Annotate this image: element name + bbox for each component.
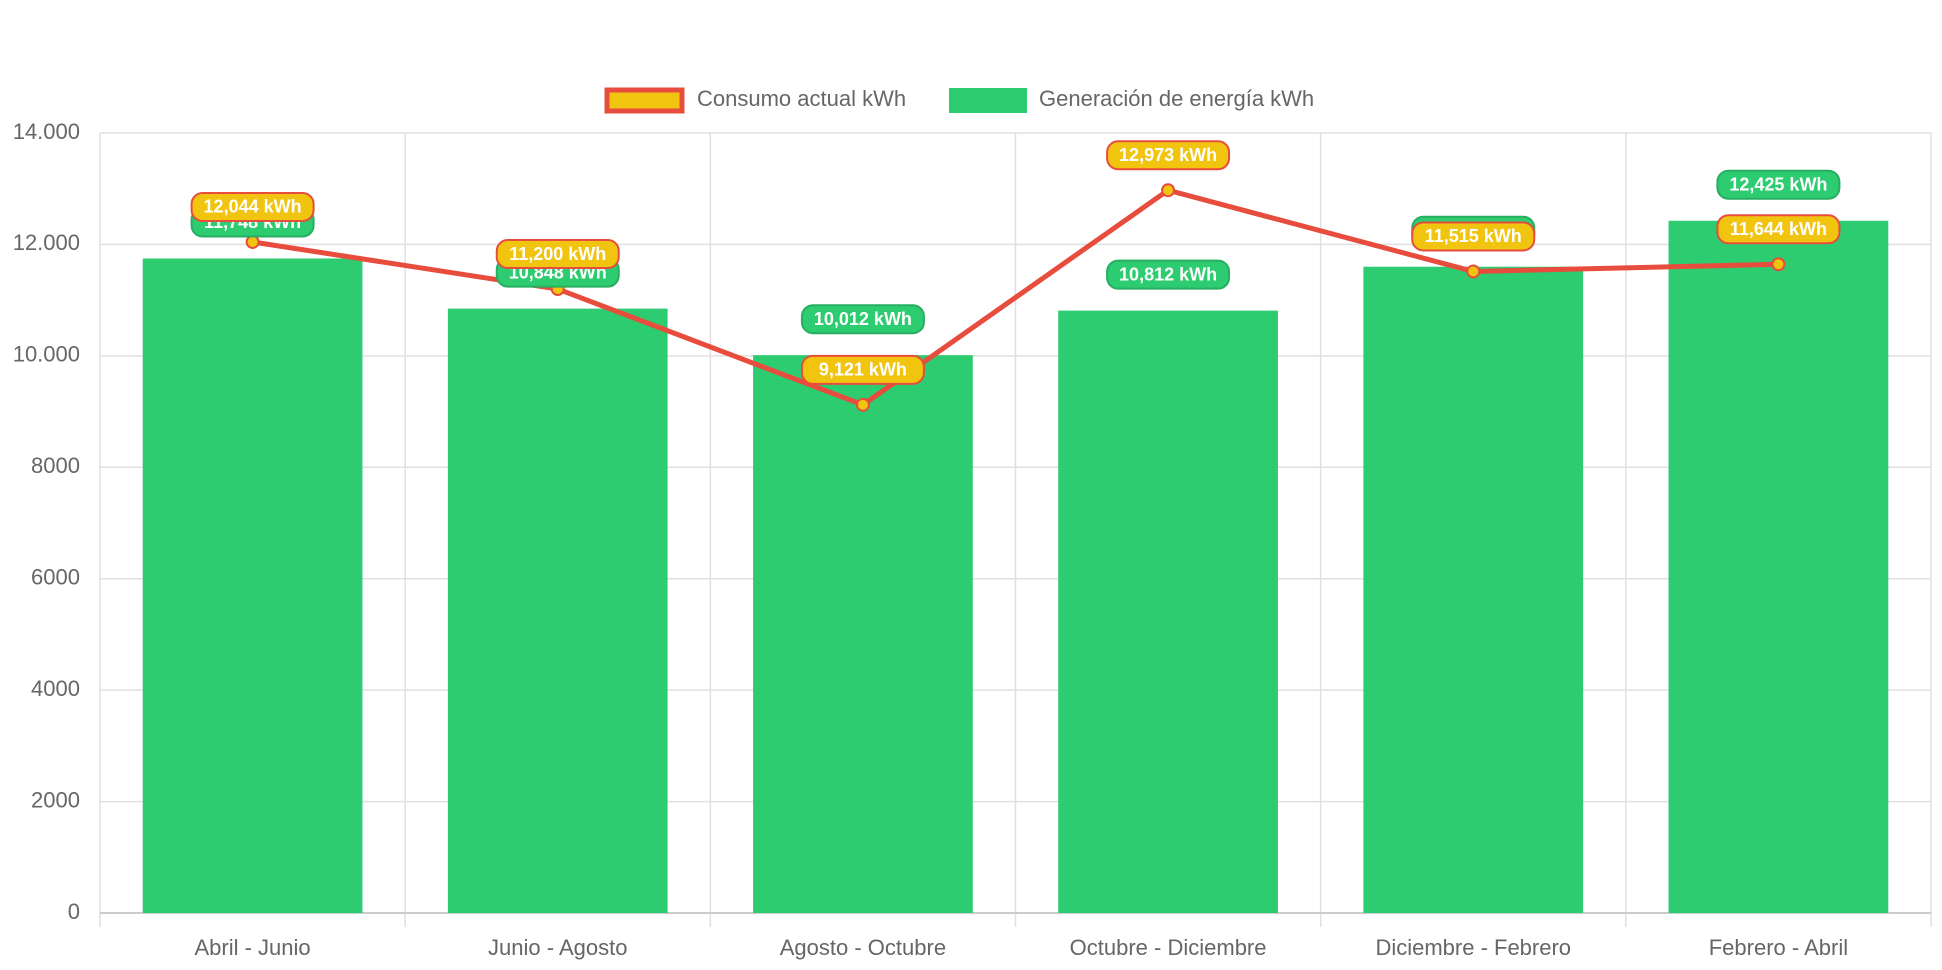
x-tick-label: Agosto - Octubre — [780, 935, 946, 960]
x-tick-label: Junio - Agosto — [488, 935, 627, 960]
legend-label: Consumo actual kWh — [697, 86, 906, 111]
value-label: 12,044 kWh — [204, 197, 302, 217]
line-point — [1466, 264, 1481, 279]
bar — [142, 258, 363, 913]
value-label: 10,812 kWh — [1119, 264, 1217, 284]
value-label-bg — [1106, 140, 1231, 171]
line-point — [1771, 257, 1786, 272]
value-label-bg — [1716, 214, 1841, 245]
y-tick-label: 4000 — [31, 676, 80, 701]
value-label: 11,644 kWh — [1730, 219, 1827, 239]
y-tick-label: 10.000 — [13, 342, 80, 367]
value-label-bg — [800, 304, 925, 335]
line-point — [245, 234, 260, 249]
y-tick-label: 0 — [68, 899, 80, 924]
value-label-bg — [1106, 259, 1231, 290]
legend-label: Generación de energía kWh — [1039, 86, 1314, 111]
value-label: 10,012 kWh — [814, 309, 912, 329]
value-label-bg — [1716, 169, 1841, 200]
legend-swatch — [604, 87, 685, 114]
value-label: 11,200 kWh — [509, 244, 606, 264]
y-tick-label: 2000 — [31, 787, 80, 812]
y-tick-label: 8000 — [31, 453, 80, 478]
line-point — [855, 397, 870, 412]
bar — [753, 355, 973, 913]
value-label: 12,425 kWh — [1729, 175, 1827, 195]
bar — [1058, 310, 1278, 913]
value-label-bg — [1411, 221, 1536, 252]
legend-swatch — [949, 88, 1027, 113]
x-tick-label: Febrero - Abril — [1709, 935, 1848, 960]
value-label: 12,973 kWh — [1119, 145, 1217, 165]
x-tick-label: Octubre - Diciembre — [1070, 935, 1267, 960]
value-label-bg — [800, 354, 925, 385]
value-label-bg — [190, 191, 315, 222]
value-label-bg — [495, 239, 620, 269]
bar — [447, 308, 668, 913]
x-tick-label: Diciembre - Febrero — [1375, 935, 1571, 960]
bar — [1363, 266, 1584, 913]
bar — [1668, 220, 1889, 913]
y-tick-label: 14.000 — [13, 119, 80, 144]
value-label: 11,515 kWh — [1425, 226, 1522, 246]
line-point — [1161, 183, 1176, 198]
x-tick-label: Abril - Junio — [195, 935, 311, 960]
value-label: 9,121 kWh — [819, 360, 907, 380]
y-tick-label: 12.000 — [13, 230, 80, 255]
y-tick-label: 6000 — [31, 565, 80, 590]
